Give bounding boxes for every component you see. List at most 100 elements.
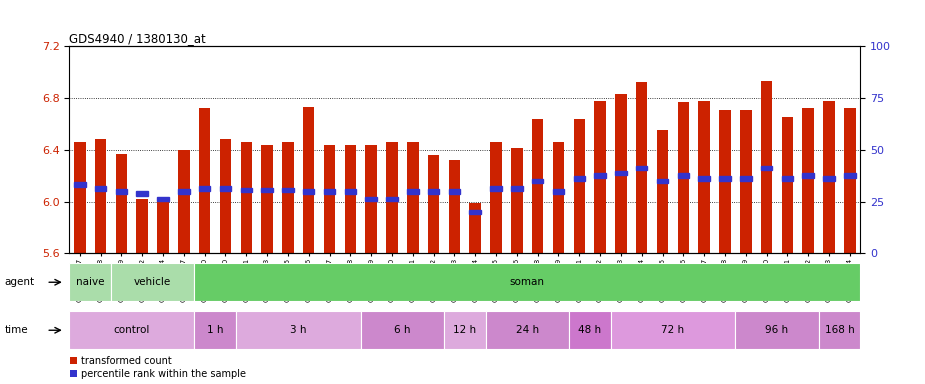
Bar: [512, 149, 523, 253]
Bar: [69, 311, 194, 349]
Bar: [845, 108, 856, 253]
Bar: [574, 176, 585, 180]
Bar: [365, 145, 376, 253]
Bar: [303, 189, 315, 194]
Text: soman: soman: [510, 277, 545, 287]
Bar: [428, 155, 439, 253]
Bar: [428, 189, 439, 194]
Bar: [678, 102, 689, 253]
Bar: [490, 142, 501, 253]
Text: time: time: [5, 325, 29, 335]
Bar: [74, 182, 85, 187]
Bar: [262, 188, 273, 192]
Bar: [470, 210, 481, 214]
Bar: [698, 101, 709, 253]
Text: 1 h: 1 h: [207, 325, 223, 335]
Bar: [740, 109, 751, 253]
Text: 96 h: 96 h: [766, 325, 788, 335]
Bar: [387, 197, 398, 201]
Bar: [444, 311, 486, 349]
Bar: [574, 119, 585, 253]
Bar: [220, 186, 231, 191]
Bar: [470, 203, 481, 253]
Bar: [282, 142, 293, 253]
Bar: [782, 118, 793, 253]
Bar: [137, 192, 148, 196]
Text: naive: naive: [76, 277, 105, 287]
Bar: [698, 176, 709, 180]
Bar: [532, 119, 543, 253]
Bar: [823, 176, 834, 180]
Bar: [236, 311, 361, 349]
Bar: [595, 173, 606, 178]
Bar: [74, 142, 85, 253]
Bar: [553, 142, 564, 253]
Legend: transformed count, percentile rank within the sample: transformed count, percentile rank withi…: [69, 356, 246, 379]
Bar: [553, 189, 564, 194]
Text: 72 h: 72 h: [661, 325, 684, 335]
Bar: [407, 142, 418, 253]
Bar: [324, 145, 335, 253]
Bar: [636, 166, 648, 170]
Bar: [194, 263, 860, 301]
Text: 48 h: 48 h: [578, 325, 601, 335]
Bar: [179, 189, 190, 194]
Bar: [657, 179, 668, 183]
Text: agent: agent: [5, 277, 35, 287]
Bar: [636, 83, 648, 253]
Bar: [657, 130, 668, 253]
Bar: [111, 263, 194, 301]
Bar: [116, 154, 127, 253]
Bar: [486, 311, 569, 349]
Bar: [240, 188, 252, 192]
Bar: [512, 186, 523, 191]
Bar: [95, 186, 106, 191]
Bar: [615, 171, 626, 175]
Bar: [449, 160, 460, 253]
Bar: [407, 189, 418, 194]
Bar: [449, 189, 460, 194]
Text: 24 h: 24 h: [516, 325, 538, 335]
Bar: [116, 189, 127, 194]
Bar: [179, 150, 190, 253]
Text: 6 h: 6 h: [394, 325, 411, 335]
Bar: [324, 189, 335, 194]
Bar: [761, 81, 772, 253]
Text: control: control: [114, 325, 150, 335]
Bar: [678, 173, 689, 178]
Bar: [69, 263, 111, 301]
Text: 168 h: 168 h: [824, 325, 855, 335]
Bar: [95, 139, 106, 253]
Bar: [720, 176, 731, 180]
Bar: [803, 173, 814, 178]
Bar: [199, 108, 210, 253]
Bar: [569, 311, 610, 349]
Bar: [761, 166, 772, 170]
Bar: [720, 109, 731, 253]
Bar: [532, 179, 543, 183]
Bar: [615, 94, 626, 253]
Bar: [490, 186, 501, 191]
Bar: [240, 142, 252, 253]
Bar: [819, 311, 860, 349]
Bar: [361, 311, 444, 349]
Bar: [137, 199, 148, 253]
Bar: [157, 197, 168, 201]
Bar: [220, 139, 231, 253]
Text: 12 h: 12 h: [453, 325, 476, 335]
Text: 3 h: 3 h: [290, 325, 306, 335]
Bar: [282, 188, 293, 192]
Text: GDS4940 / 1380130_at: GDS4940 / 1380130_at: [69, 32, 206, 45]
Bar: [157, 200, 168, 253]
Bar: [803, 108, 814, 253]
Bar: [303, 107, 315, 253]
Bar: [345, 189, 356, 194]
Bar: [365, 197, 376, 201]
Bar: [845, 173, 856, 178]
Bar: [262, 145, 273, 253]
Bar: [740, 176, 751, 180]
Text: vehicle: vehicle: [134, 277, 171, 287]
Bar: [345, 145, 356, 253]
Bar: [387, 142, 398, 253]
Bar: [194, 311, 236, 349]
